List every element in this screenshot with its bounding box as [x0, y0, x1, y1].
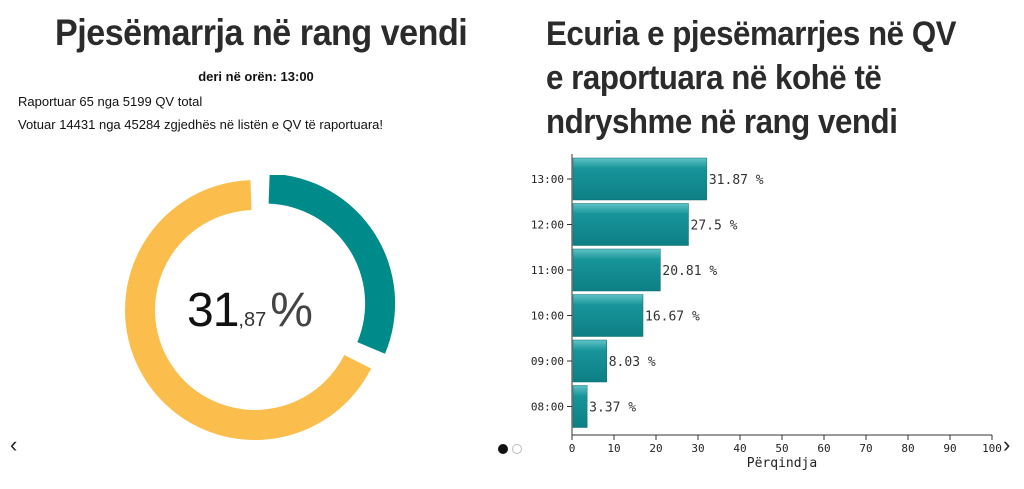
voters-count-text: Votuar 14431 nga 45284 zgjedhës në listë… — [18, 117, 383, 132]
y-tick-label: 13:00 — [531, 173, 564, 186]
donut-turnout-segment — [268, 175, 396, 354]
x-tick-label: 80 — [901, 442, 914, 455]
carousel-dot-1[interactable] — [498, 444, 508, 454]
bar-1200 — [572, 203, 689, 246]
turnout-panel: Pjesëmarrja në rang vendi deri në orën: … — [0, 0, 500, 489]
bar-0900 — [572, 339, 607, 383]
bar-1300 — [572, 157, 708, 201]
bar-value-label: 16.67 % — [645, 310, 700, 325]
donut-percent-integer: 31 — [187, 284, 239, 337]
carousel-pagination — [498, 441, 526, 459]
x-tick-label: 30 — [691, 442, 704, 455]
carousel-dot-2[interactable] — [512, 444, 522, 454]
carousel-next-arrow[interactable]: › — [1003, 432, 1011, 457]
bar-1000 — [572, 294, 644, 337]
bar-value-label: 3.37 % — [589, 401, 636, 416]
bar-value-label: 20.81 % — [662, 264, 717, 279]
x-tick-label: 100 — [982, 442, 1002, 455]
x-tick-label: 50 — [775, 442, 788, 455]
turnout-title: Pjesëmarrja në rang vendi — [55, 12, 468, 53]
x-tick-label: 70 — [859, 442, 872, 455]
y-tick-label: 09:00 — [531, 355, 564, 368]
donut-percent-decimal: ,87 — [238, 309, 267, 331]
y-tick-label: 11:00 — [531, 264, 564, 277]
donut-percent-sign: % — [270, 284, 313, 337]
reported-stations-text: Raportuar 65 nga 5199 QV total — [18, 94, 203, 109]
turnout-donut-chart — [125, 175, 396, 441]
donut-center-label: 31,87% — [187, 283, 313, 338]
turnout-time-subtitle: deri në orën: 13:00 — [198, 69, 314, 84]
bar-0800 — [572, 385, 588, 428]
x-tick-label: 10 — [607, 442, 620, 455]
x-tick-label: 90 — [943, 442, 956, 455]
x-tick-label: 40 — [733, 442, 746, 455]
x-tick-label: 0 — [569, 442, 576, 455]
x-tick-label: 60 — [817, 442, 830, 455]
turnout-history-panel: Ecuria e pjesëmarrjes në QV e raportuara… — [530, 0, 1024, 489]
y-tick-label: 10:00 — [531, 310, 564, 323]
bar-value-label: 27.5 % — [691, 219, 738, 234]
y-tick-label: 08:00 — [531, 401, 564, 414]
bar-1100 — [572, 248, 661, 292]
turnout-history-title: Ecuria e pjesëmarrjes në QV e raportuara… — [546, 15, 957, 141]
x-tick-label: 20 — [649, 442, 662, 455]
y-tick-label: 12:00 — [531, 219, 564, 232]
bar-value-label: 31.87 % — [709, 173, 764, 188]
x-axis-label: Përqindja — [747, 456, 817, 470]
carousel-prev-arrow[interactable]: ‹ — [10, 432, 18, 457]
bar-value-label: 8.03 % — [609, 355, 656, 370]
turnout-history-bar-chart: 31.87 %27.5 %20.81 %16.67 %8.03 %3.37 % … — [531, 154, 1002, 470]
